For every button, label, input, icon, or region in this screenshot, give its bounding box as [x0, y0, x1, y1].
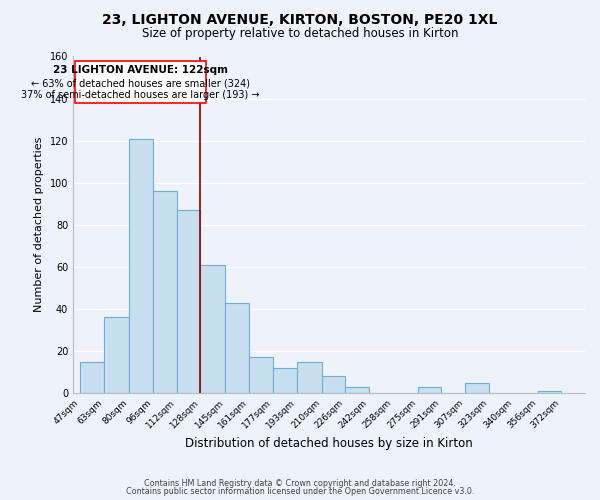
- Text: 23, LIGHTON AVENUE, KIRTON, BOSTON, PE20 1XL: 23, LIGHTON AVENUE, KIRTON, BOSTON, PE20…: [103, 12, 497, 26]
- Bar: [176, 210, 200, 393]
- Bar: [322, 376, 346, 393]
- Bar: [273, 368, 296, 393]
- Bar: [346, 387, 369, 393]
- Bar: [296, 362, 322, 393]
- Bar: [104, 318, 130, 393]
- Text: 23 LIGHTON AVENUE: 122sqm: 23 LIGHTON AVENUE: 122sqm: [53, 65, 228, 75]
- Bar: [200, 265, 226, 393]
- Bar: [538, 391, 562, 393]
- Text: Contains HM Land Registry data © Crown copyright and database right 2024.: Contains HM Land Registry data © Crown c…: [144, 478, 456, 488]
- Bar: [249, 358, 273, 393]
- Text: Contains public sector information licensed under the Open Government Licence v3: Contains public sector information licen…: [126, 487, 474, 496]
- Bar: [418, 387, 442, 393]
- X-axis label: Distribution of detached houses by size in Kirton: Distribution of detached houses by size …: [185, 437, 473, 450]
- Bar: [465, 382, 489, 393]
- Bar: [80, 362, 104, 393]
- Text: ← 63% of detached houses are smaller (324): ← 63% of detached houses are smaller (32…: [31, 78, 250, 88]
- Text: 37% of semi-detached houses are larger (193) →: 37% of semi-detached houses are larger (…: [21, 90, 260, 100]
- Y-axis label: Number of detached properties: Number of detached properties: [34, 137, 44, 312]
- Bar: [74, 60, 206, 103]
- Bar: [153, 191, 176, 393]
- Bar: [226, 302, 249, 393]
- Bar: [130, 138, 153, 393]
- Text: Size of property relative to detached houses in Kirton: Size of property relative to detached ho…: [142, 28, 458, 40]
